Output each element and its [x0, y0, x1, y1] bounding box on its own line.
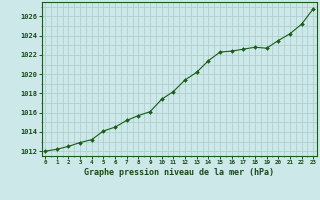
X-axis label: Graphe pression niveau de la mer (hPa): Graphe pression niveau de la mer (hPa) [84, 168, 274, 177]
